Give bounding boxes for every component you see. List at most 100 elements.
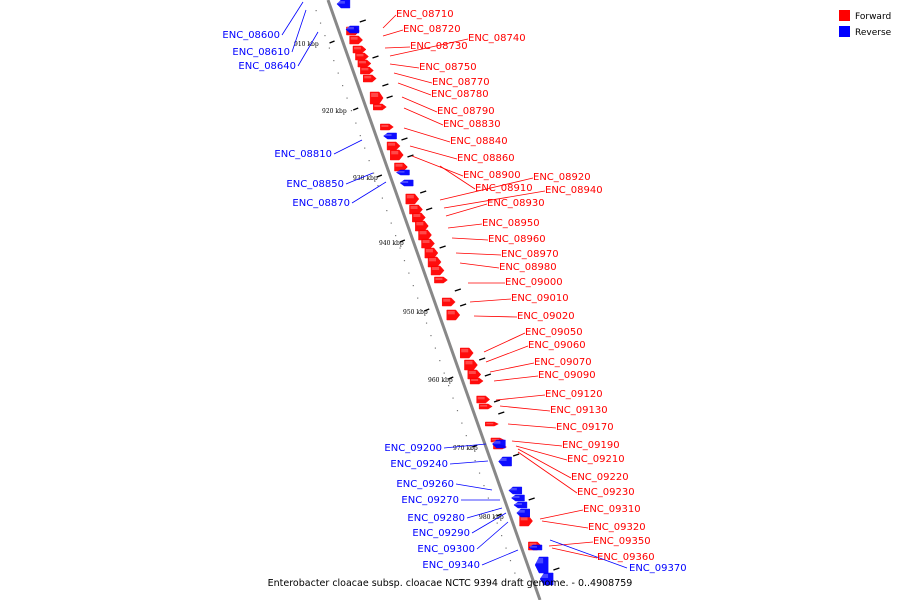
- reverse-gene: [534, 556, 549, 574]
- leader-line: [455, 483, 493, 491]
- genome-backbone: [326, 0, 542, 600]
- forward-gene: [386, 141, 401, 151]
- gene-label-forward: ENC_09000: [505, 277, 563, 288]
- leader-line: [443, 190, 546, 209]
- gene-label-forward: ENC_08730: [410, 41, 468, 52]
- forward-gene: [360, 66, 374, 75]
- reverse-gene: [395, 169, 410, 176]
- gene-highlight: [491, 439, 499, 441]
- leader-line: [389, 63, 420, 69]
- gene-label-forward: ENC_09320: [588, 522, 646, 533]
- gene-highlight: [429, 258, 437, 262]
- frame-tick: [439, 245, 446, 249]
- gene-highlight: [346, 27, 354, 30]
- leader-line: [471, 512, 507, 534]
- gene-label-forward: ENC_08930: [487, 198, 545, 209]
- minor-tick: [514, 572, 516, 574]
- minor-tick: [319, 22, 322, 24]
- gene-highlight: [480, 405, 488, 407]
- gene-label-reverse: ENC_09270: [401, 495, 459, 506]
- gene-label-forward: ENC_09190: [562, 440, 620, 451]
- frame-tick: [386, 95, 393, 99]
- gene-highlight: [468, 371, 476, 374]
- minor-tick: [399, 247, 401, 249]
- minor-tick: [501, 535, 503, 537]
- forward-gene: [390, 149, 404, 161]
- forward-gene: [441, 297, 456, 307]
- gene-highlight: [477, 397, 485, 400]
- forward-gene: [373, 103, 387, 111]
- leader-line: [439, 177, 534, 201]
- minor-tick: [443, 372, 445, 374]
- gene-highlight: [350, 37, 358, 40]
- gene-label-forward: ENC_09210: [567, 454, 625, 465]
- gene-highlight: [391, 151, 399, 155]
- gene-highlight: [471, 379, 479, 381]
- leader-line: [345, 172, 374, 185]
- leader-line: [403, 127, 451, 143]
- gene-label-forward: ENC_09120: [545, 389, 603, 400]
- forward-gene: [409, 204, 423, 215]
- frame-tick: [478, 357, 486, 361]
- leader-line: [449, 460, 489, 465]
- frame-tick: [484, 373, 492, 377]
- gene-label-reverse: ENC_09240: [390, 459, 448, 470]
- leader-line: [351, 181, 387, 204]
- gene-label-reverse: ENC_09370: [629, 563, 687, 574]
- reverse-gene: [511, 494, 525, 502]
- frame-tick: [512, 453, 520, 457]
- gene-highlight: [443, 299, 451, 302]
- kbp-label: 920 kbp: [322, 108, 347, 115]
- gene-label-forward: ENC_08900: [463, 170, 521, 181]
- gene-label-forward: ENC_08860: [457, 153, 515, 164]
- kbp-ticks: 910 kbp 920 kbp 930 kbp 940 kbp 950 kbp 960 k…: [294, 19, 560, 571]
- gene-label-forward: ENC_09170: [556, 422, 614, 433]
- forward-gene: [430, 265, 445, 276]
- forward-gene: [349, 35, 363, 45]
- minor-tick: [470, 447, 472, 449]
- minor-tick: [390, 222, 392, 224]
- minor-tick: [395, 235, 397, 237]
- forward-gene: [424, 247, 439, 259]
- gene-label-forward: ENC_08720: [403, 24, 461, 35]
- kbp-label: 950 kbp: [403, 309, 428, 316]
- minor-tick: [421, 310, 423, 312]
- leader-line: [281, 1, 304, 36]
- leader-line: [493, 375, 539, 382]
- leader-line: [495, 394, 546, 401]
- minor-tick: [430, 335, 432, 337]
- gene-highlight: [493, 441, 501, 444]
- leader-line: [409, 145, 458, 160]
- forward-gene: [476, 395, 491, 404]
- gene-highlight: [381, 125, 389, 127]
- frame-tick: [459, 303, 467, 307]
- leader-line: [551, 547, 598, 559]
- map-caption: Enterobacter cloacae subsp. cloacae NCTC…: [267, 578, 633, 589]
- forward-gene: [405, 193, 420, 205]
- gene-highlight: [416, 222, 424, 226]
- gene-highlight: [541, 574, 549, 578]
- forward-gene: [459, 347, 474, 359]
- forward-gene: [427, 256, 442, 268]
- minor-tick: [381, 197, 383, 199]
- gene-label-reverse: ENC_08850: [286, 179, 344, 190]
- leader-line: [481, 549, 519, 566]
- minor-tick: [412, 285, 414, 287]
- forward-gene: [357, 59, 372, 68]
- gene-highlight: [486, 423, 494, 425]
- leader-line: [466, 507, 503, 519]
- gene-label-forward: ENC_08950: [482, 218, 540, 229]
- leader-line: [297, 31, 319, 67]
- gene-highlight: [358, 61, 366, 64]
- gene-highlight: [499, 458, 507, 461]
- minor-tick: [328, 47, 330, 49]
- forward-gene: [446, 309, 461, 321]
- minor-tick: [509, 560, 512, 562]
- gene-label-forward: ENC_08780: [431, 89, 489, 100]
- forward-gene: [412, 212, 426, 223]
- minor-tick: [434, 347, 436, 349]
- reverse-gene: [336, 0, 351, 9]
- leader-line: [549, 539, 628, 569]
- minor-tick: [355, 122, 357, 124]
